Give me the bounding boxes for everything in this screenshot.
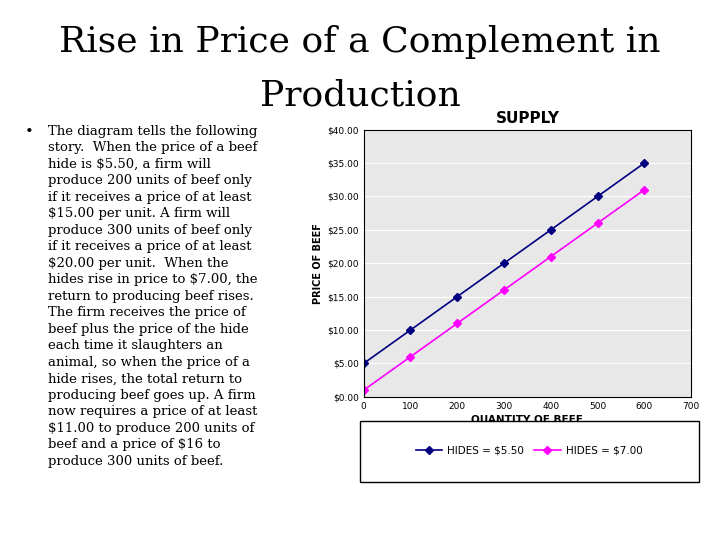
Text: •: • — [24, 125, 33, 139]
Line: HIDES = $7.00: HIDES = $7.00 — [361, 187, 647, 393]
Text: Rise in Price of a Complement in: Rise in Price of a Complement in — [59, 25, 661, 58]
HIDES = $5.50 — [593, 193, 602, 200]
X-axis label: QUANTITY OF BEEF: QUANTITY OF BEEF — [472, 415, 583, 425]
HIDES = $7.00 — [640, 186, 649, 193]
HIDES = $5.50 — [453, 293, 462, 300]
Text: The diagram tells the following
story.  When the price of a beef
hide is $5.50, : The diagram tells the following story. W… — [48, 125, 257, 468]
Y-axis label: PRICE OF BEEF: PRICE OF BEEF — [313, 223, 323, 303]
HIDES = $7.00 — [359, 387, 368, 394]
HIDES = $7.00 — [500, 287, 508, 293]
HIDES = $5.50 — [640, 160, 649, 166]
HIDES = $5.50 — [359, 360, 368, 367]
Legend: HIDES = $5.50, HIDES = $7.00: HIDES = $5.50, HIDES = $7.00 — [412, 442, 647, 460]
HIDES = $7.00 — [593, 220, 602, 226]
Line: HIDES = $5.50: HIDES = $5.50 — [361, 160, 647, 366]
Text: Production: Production — [260, 78, 460, 112]
Bar — [360, 421, 698, 483]
HIDES = $7.00 — [546, 253, 555, 260]
HIDES = $7.00 — [406, 354, 415, 360]
HIDES = $5.50 — [406, 327, 415, 333]
HIDES = $7.00 — [453, 320, 462, 327]
Title: SUPPLY: SUPPLY — [495, 111, 559, 126]
HIDES = $5.50 — [500, 260, 508, 266]
HIDES = $5.50 — [546, 227, 555, 233]
